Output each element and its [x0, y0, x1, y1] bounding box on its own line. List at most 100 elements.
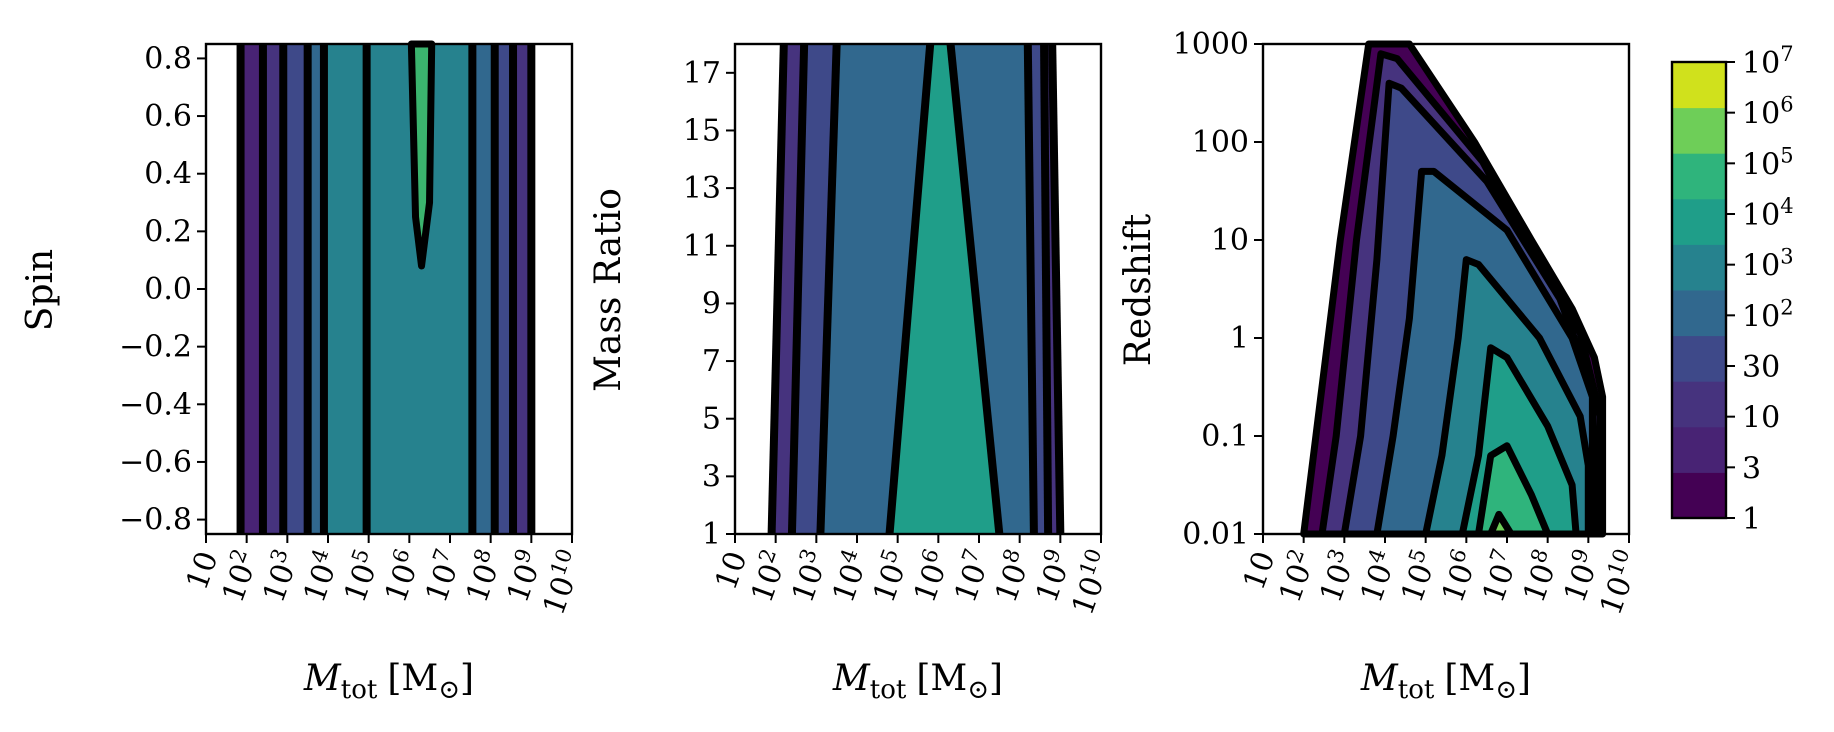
- colorbar-tick-exp: 3: [1780, 245, 1793, 269]
- x-tick-base: 10: [1313, 559, 1359, 607]
- x-axis-label-2: Mtot [M⊙]: [832, 658, 1003, 705]
- y-tick-label: −0.4: [119, 387, 192, 422]
- y-tick-label: 9: [702, 286, 721, 321]
- x-tick-label: 103: [1310, 545, 1364, 607]
- colorbar-band: [1672, 107, 1726, 154]
- y-tick-label: 0.1: [1201, 419, 1249, 454]
- contour-band: [513, 44, 532, 534]
- contour-band: [889, 44, 1000, 534]
- x-label-sub: tot: [870, 675, 907, 705]
- contour-line: [787, 43, 809, 535]
- colorbar-band: [1672, 381, 1726, 428]
- x-tick-label: 105: [334, 545, 388, 607]
- x-label-sub: tot: [1398, 675, 1435, 705]
- y-axis-label-redshift: Redshift: [1118, 213, 1159, 366]
- x-label-sun: ⊙: [1495, 675, 1517, 705]
- colorbar-tick-label: 102: [1742, 295, 1794, 334]
- x-tick-base: 10: [948, 559, 994, 607]
- x-axis-label-text: Mtot [M⊙]: [832, 658, 1003, 705]
- x-tick-base: 10: [338, 559, 384, 607]
- colorbar-tick-base: 10: [1742, 299, 1780, 334]
- redshift-panel: 10001001010.10.0110102103104105106107108…: [1173, 27, 1640, 620]
- x-tick-base: 10: [907, 559, 953, 607]
- y-tick-label: 13: [683, 171, 721, 206]
- colorbar-tick-base: 10: [1742, 97, 1780, 132]
- x-label-m: M: [832, 658, 871, 699]
- contour-band: [262, 44, 284, 534]
- x-label-sun: ⊙: [438, 675, 460, 705]
- y-tick-label: 0.6: [144, 99, 192, 134]
- x-tick-base: 10: [867, 559, 913, 607]
- x-tick-base: 10: [989, 559, 1035, 607]
- x-tick-label: 107: [1472, 545, 1526, 607]
- colorbar-tick-base: 10: [1742, 198, 1780, 233]
- y-tick-label: 3: [702, 459, 721, 494]
- x-axis-label-text: Mtot [M⊙]: [1360, 658, 1531, 705]
- x-axis-label-text: Mtot [M⊙]: [303, 658, 474, 705]
- y-tick-label: 0.8: [144, 41, 192, 76]
- contour-line: [885, 43, 935, 535]
- x-label-unit-close: ]: [989, 658, 1003, 699]
- x-label-unit-open: [M: [916, 658, 967, 699]
- x-tick-label: 103: [253, 545, 307, 607]
- colorbar-tick-base: 1: [1742, 502, 1761, 537]
- contour-band: [494, 44, 514, 534]
- x-tick-base: 10: [1476, 559, 1522, 607]
- colorbar-tick-label: 106: [1742, 93, 1794, 132]
- x-label-unit-open: [M: [1444, 658, 1495, 699]
- x-axis-label-1: Mtot [M⊙]: [303, 658, 474, 705]
- contour-band: [472, 44, 495, 534]
- x-tick-label: 108: [1513, 545, 1567, 607]
- colorbar-tick-label: 10: [1742, 401, 1780, 436]
- x-tick-label: 108: [456, 545, 510, 607]
- y-tick-label: 5: [702, 402, 721, 437]
- colorbar-tick-base: 10: [1742, 401, 1780, 436]
- colorbar-band: [1672, 290, 1726, 337]
- x-label-sub: tot: [341, 675, 378, 705]
- contour-band: [283, 44, 308, 534]
- colorbar-band: [1672, 472, 1726, 519]
- x-tick-label: 105: [863, 545, 917, 607]
- x-tick-base: 10: [256, 559, 302, 607]
- contour-line: [816, 43, 841, 535]
- colorbar-tick-label: 104: [1742, 194, 1794, 233]
- x-tick-label: 103: [782, 545, 836, 607]
- x-tick-base: 10: [785, 559, 831, 607]
- axes-frame: [1261, 42, 1631, 536]
- contour-band: [240, 44, 263, 534]
- contour-line: [1048, 43, 1065, 535]
- y-tick-label: 0.2: [144, 214, 192, 249]
- x-tick-label: 107: [415, 545, 469, 607]
- mass-ratio-panel: 1715131197531101021031041051061071081091…: [683, 42, 1111, 620]
- colorbar-band: [1672, 198, 1726, 245]
- x-tick-label: 104: [293, 545, 347, 607]
- colorbar-band: [1672, 244, 1726, 291]
- colorbar-frame: [1670, 60, 1728, 520]
- colorbar-tick-base: 10: [1742, 147, 1780, 182]
- colorbar-tick-label: 107: [1742, 42, 1794, 81]
- x-label-unit-close: ]: [460, 658, 474, 699]
- contour-feature: [407, 40, 436, 270]
- y-tick-label: 0.4: [144, 157, 192, 192]
- x-tick-base: 10: [419, 559, 465, 607]
- y-tick-label: 7: [702, 344, 721, 379]
- y-axis-label-mass-ratio: Mass Ratio: [588, 188, 629, 392]
- y-tick-label: 11: [683, 229, 721, 264]
- colorbar-tick-exp: 7: [1780, 42, 1793, 66]
- x-label-sun: ⊙: [967, 675, 989, 705]
- colorbar-tick-exp: 2: [1780, 295, 1793, 319]
- x-tick-label: 104: [822, 545, 876, 607]
- colorbar-band: [1672, 426, 1726, 473]
- x-label-unit-open: [M: [387, 658, 438, 699]
- colorbar-tick-base: 3: [1742, 451, 1761, 486]
- x-tick-base: 10: [1435, 559, 1481, 607]
- colorbar-tick-label: 105: [1742, 143, 1794, 182]
- y-tick-label: 100: [1192, 125, 1249, 160]
- contour-line: [946, 43, 1004, 535]
- colorbar-tick-label: 3: [1742, 451, 1761, 486]
- colorbar-band: [1672, 153, 1726, 200]
- x-tick-label: 107: [944, 545, 998, 607]
- spin-panel: 0.80.60.40.20.0−0.2−0.4−0.6−0.8101021031…: [119, 40, 582, 620]
- x-tick-label: 105: [1391, 545, 1445, 607]
- y-tick-label: 17: [683, 56, 721, 91]
